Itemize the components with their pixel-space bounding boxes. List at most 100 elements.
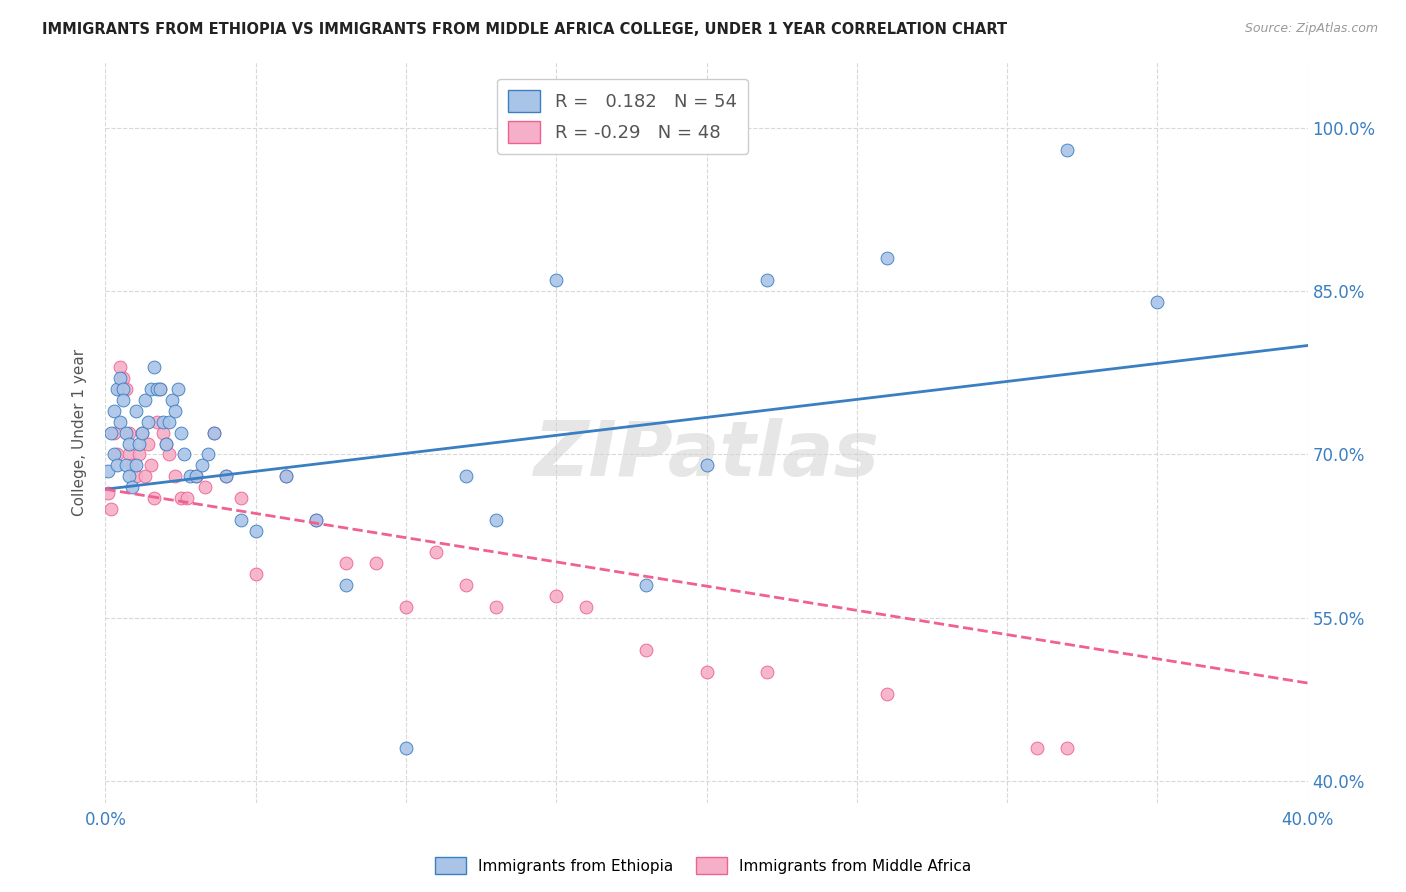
- Text: Source: ZipAtlas.com: Source: ZipAtlas.com: [1244, 22, 1378, 36]
- Point: [97, 485, 120, 500]
- Point: [160, 392, 183, 407]
- Point: [1056, 143, 1078, 157]
- Point: [876, 252, 898, 266]
- Point: [176, 491, 198, 505]
- Point: [152, 425, 174, 440]
- Point: [110, 371, 132, 385]
- Point: [163, 404, 186, 418]
- Point: [245, 567, 267, 582]
- Point: [184, 469, 207, 483]
- Point: [110, 382, 132, 396]
- Point: [118, 469, 141, 483]
- Point: [148, 382, 170, 396]
- Point: [103, 404, 125, 418]
- Point: [274, 469, 297, 483]
- Point: [155, 436, 177, 450]
- Point: [696, 665, 718, 680]
- Point: [1146, 295, 1168, 310]
- Point: [103, 425, 125, 440]
- Point: [305, 513, 328, 527]
- Point: [202, 425, 225, 440]
- Point: [335, 556, 357, 570]
- Point: [575, 599, 598, 614]
- Point: [755, 665, 778, 680]
- Point: [115, 458, 138, 473]
- Point: [152, 415, 174, 429]
- Point: [485, 599, 508, 614]
- Point: [134, 392, 156, 407]
- Point: [1026, 741, 1049, 756]
- Point: [124, 458, 146, 473]
- Point: [395, 741, 418, 756]
- Point: [128, 436, 150, 450]
- Point: [425, 545, 447, 559]
- Point: [454, 578, 477, 592]
- Point: [145, 382, 167, 396]
- Point: [121, 458, 143, 473]
- Point: [139, 458, 162, 473]
- Point: [115, 425, 138, 440]
- Point: [131, 425, 153, 440]
- Point: [485, 513, 508, 527]
- Point: [110, 415, 132, 429]
- Point: [245, 524, 267, 538]
- Point: [194, 480, 217, 494]
- Point: [145, 415, 167, 429]
- Point: [107, 382, 129, 396]
- Point: [118, 447, 141, 461]
- Point: [546, 273, 568, 287]
- Point: [169, 425, 191, 440]
- Point: [136, 415, 159, 429]
- Point: [197, 447, 219, 461]
- Point: [121, 480, 143, 494]
- Point: [142, 360, 165, 375]
- Point: [148, 382, 170, 396]
- Point: [364, 556, 387, 570]
- Point: [124, 469, 146, 483]
- Point: [142, 491, 165, 505]
- Point: [100, 425, 122, 440]
- Point: [179, 469, 201, 483]
- Point: [112, 382, 135, 396]
- Point: [636, 643, 658, 657]
- Text: ZIPatlas: ZIPatlas: [533, 417, 880, 491]
- Point: [134, 469, 156, 483]
- Point: [696, 458, 718, 473]
- Point: [112, 371, 135, 385]
- Point: [190, 458, 212, 473]
- Point: [229, 491, 252, 505]
- Point: [546, 589, 568, 603]
- Point: [163, 469, 186, 483]
- Point: [107, 458, 129, 473]
- Point: [335, 578, 357, 592]
- Point: [1056, 741, 1078, 756]
- Point: [97, 464, 120, 478]
- Point: [636, 578, 658, 592]
- Point: [229, 513, 252, 527]
- Point: [876, 687, 898, 701]
- Point: [202, 425, 225, 440]
- Point: [454, 469, 477, 483]
- Point: [155, 436, 177, 450]
- Point: [103, 447, 125, 461]
- Legend: Immigrants from Ethiopia, Immigrants from Middle Africa: Immigrants from Ethiopia, Immigrants fro…: [429, 851, 977, 880]
- Point: [274, 469, 297, 483]
- Point: [136, 436, 159, 450]
- Point: [118, 425, 141, 440]
- Point: [118, 436, 141, 450]
- Y-axis label: College, Under 1 year: College, Under 1 year: [72, 349, 87, 516]
- Point: [139, 382, 162, 396]
- Point: [110, 360, 132, 375]
- Legend: R =   0.182   N = 54, R = -0.29   N = 48: R = 0.182 N = 54, R = -0.29 N = 48: [498, 78, 748, 153]
- Point: [112, 392, 135, 407]
- Point: [157, 415, 180, 429]
- Point: [128, 447, 150, 461]
- Point: [124, 404, 146, 418]
- Point: [173, 447, 195, 461]
- Text: IMMIGRANTS FROM ETHIOPIA VS IMMIGRANTS FROM MIDDLE AFRICA COLLEGE, UNDER 1 YEAR : IMMIGRANTS FROM ETHIOPIA VS IMMIGRANTS F…: [42, 22, 1007, 37]
- Point: [395, 599, 418, 614]
- Point: [169, 491, 191, 505]
- Point: [100, 501, 122, 516]
- Point: [755, 273, 778, 287]
- Point: [131, 425, 153, 440]
